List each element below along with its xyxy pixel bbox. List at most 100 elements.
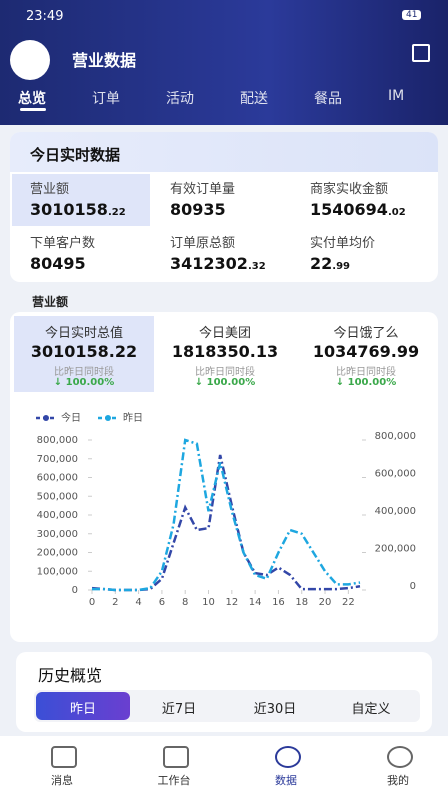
tab[interactable]: 餐品 [314,91,342,107]
x-tick-label: 6 [159,597,165,608]
nav-icon [163,746,189,768]
metric-label: 有效订单量 [170,182,236,197]
y-tick-label: 300,000 [37,529,78,540]
card-label: 今日美团 [198,326,252,341]
value-main: 3010158 [30,200,108,219]
metric-value: 1540694.02 [310,200,406,219]
nav-item[interactable]: 我的 [387,774,409,787]
filter-icon[interactable] [412,44,430,62]
chart: 0 100,000 200,000 300,000 400,000 500,000 600,… [36,411,416,608]
card-title: 今日实时数据 [30,146,121,164]
tab-indicator [20,108,46,111]
value-main: 80935 [170,200,226,219]
card-value: 1034769.99 [312,342,420,361]
nav-icon [51,746,77,768]
card-value: 3010158.22 [30,342,138,361]
y-tick-label: 500,000 [37,491,78,502]
metric-label: 商家实收金额 [310,182,389,197]
range-active [36,692,130,720]
nav-icon [387,746,413,768]
y-tick-label: 0 [72,585,78,596]
metric-value: 3412302.32 [170,254,266,273]
y-tick-label: 700,000 [37,454,78,465]
tab[interactable]: IM [388,88,405,104]
nav-icon [275,746,301,768]
value-main: 80495 [30,254,86,273]
metric-label: 营业额 [30,182,70,197]
card-change: ↓ 100.00% [194,377,256,388]
y-tick-label: 200,000 [37,548,78,559]
range-button[interactable]: 近30日 [253,702,297,717]
y2-tick-label: 200,000 [375,544,416,555]
value-main: 3412302 [170,254,248,273]
x-tick-label: 14 [249,597,262,608]
value-decimal: .32 [247,261,266,272]
metric-label: 下单客户数 [30,236,96,251]
metric-value: 3010158.22 [30,200,126,219]
nav-item[interactable]: 数据 [275,774,297,787]
page-title: 营业数据 [72,51,137,70]
x-tick-label: 12 [225,597,238,608]
legend-dot [105,415,111,421]
value-decimal: .99 [332,261,350,272]
status-time: 23:49 [26,9,64,24]
y2-tick-label: 800,000 [375,431,416,442]
x-tick-label: 2 [112,597,118,608]
card-label: 今日饿了么 [333,326,399,341]
metric-value: 22.99 [310,254,350,273]
tab[interactable]: 配送 [240,91,268,107]
battery: 41 [402,10,422,20]
card-compare: 比昨日同时段 [195,367,255,378]
line [92,438,361,592]
range-button[interactable]: 近7日 [161,702,197,717]
card-compare: 比昨日同时段 [336,367,396,378]
y2-tick-label: 600,000 [375,469,416,480]
value-main: 1540694 [310,200,388,219]
metric-label: 实付单均价 [310,236,376,251]
y2-tick-label: 400,000 [375,506,416,517]
realtime-card: 今日实时数据 营业额 3010158.22 有效订单量 80935 商家实收金额 1540… [10,132,438,282]
card-change: ↓ 100.00% [53,377,115,388]
section-title: 营业额 [32,295,69,309]
x-tick-label: 20 [319,597,332,608]
y-tick-label: 400,000 [37,510,78,521]
range-button[interactable]: 昨日 [69,702,96,717]
history-title: 历史概览 [38,666,103,685]
header [0,0,448,125]
value-decimal: .22 [107,207,126,218]
x-tick-label: 0 [89,597,95,608]
card-label: 今日实时总值 [44,326,124,341]
range-button[interactable]: 自定义 [351,702,391,717]
x-tick-label: 22 [342,597,355,608]
x-tick-label: 8 [182,597,188,608]
x-tick-label: 18 [295,597,308,608]
card-header [10,132,438,172]
legend-label: 今日 [61,411,81,424]
y2-tick-label: 0 [410,581,416,592]
x-tick-label: 4 [135,597,141,608]
tab[interactable]: 订单 [92,91,120,107]
tab[interactable]: 活动 [166,91,194,107]
nav-item[interactable]: 工作台 [157,774,191,787]
metric-value: 80495 [30,254,86,273]
value-decimal: .02 [387,207,406,218]
card-compare: 比昨日同时段 [54,367,114,378]
nav-item[interactable]: 消息 [51,774,73,787]
y-tick-label: 100,000 [37,566,78,577]
legend-dot [43,415,49,421]
metric-value: 80935 [170,200,226,219]
highlight [14,316,154,392]
card-value: 1818350.13 [171,342,279,361]
metric-label: 订单原总额 [170,236,236,251]
legend-label: 昨日 [123,412,143,424]
card-change: ↓ 100.00% [335,377,397,388]
value-main: 22 [310,254,333,273]
app-logo [10,40,50,80]
x-tick-label: 10 [202,597,215,608]
y-tick-label: 600,000 [37,473,78,484]
line [91,454,361,592]
tab[interactable]: 总览 [18,91,46,107]
x-tick-label: 16 [272,597,285,608]
y-tick-label: 800,000 [37,435,78,446]
